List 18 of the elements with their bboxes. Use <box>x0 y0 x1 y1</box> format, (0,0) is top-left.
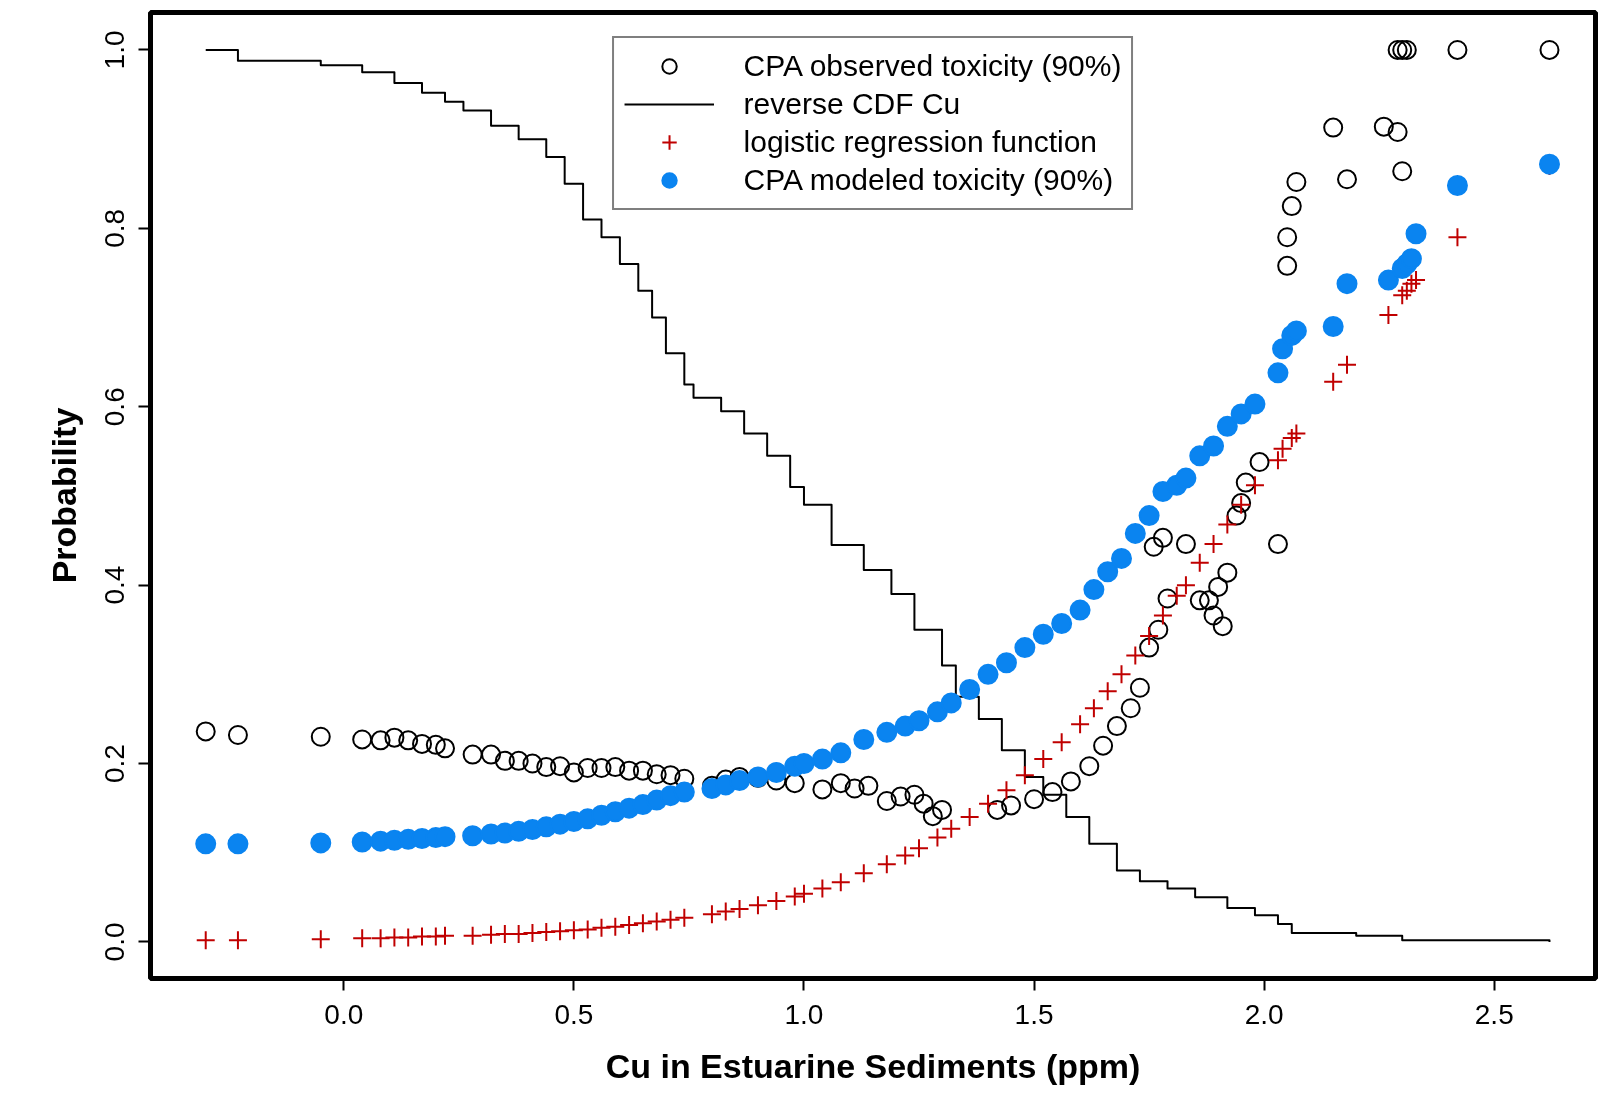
y-tick-label: 0.8 <box>99 208 131 248</box>
y-tick-label: 0.0 <box>99 922 131 962</box>
x-tick-label: 2.0 <box>1244 998 1284 1030</box>
y-tick-label: 0.2 <box>99 744 131 783</box>
legend-label: reverse CDF Cu <box>743 87 961 121</box>
legend-label: logistic regression function <box>743 125 1098 159</box>
x-tick-label: 0.5 <box>554 998 594 1030</box>
x-tick-label: 2.5 <box>1474 998 1514 1030</box>
x-axis-title: Cu in Estuarine Sediments (ppm) <box>605 1046 1141 1085</box>
y-axis-title: Probability <box>44 407 83 584</box>
x-tick-label: 1.0 <box>784 998 824 1030</box>
x-tick-label: 1.5 <box>1014 998 1054 1030</box>
legend-label: CPA observed toxicity (90%) <box>743 49 1122 83</box>
y-tick-label: 1.0 <box>99 30 131 70</box>
legend-label: CPA modeled toxicity (90%) <box>743 163 1114 197</box>
y-tick-label: 0.6 <box>99 387 131 427</box>
x-tick-label: 0.0 <box>324 998 364 1030</box>
y-tick-label: 0.4 <box>99 565 131 605</box>
